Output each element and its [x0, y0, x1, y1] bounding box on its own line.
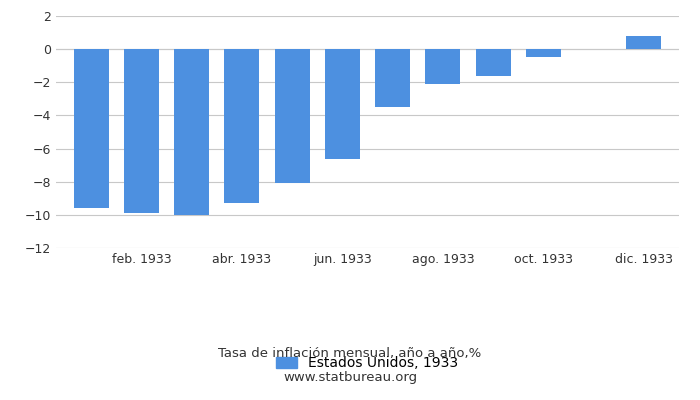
Bar	[124, 49, 159, 213]
Bar	[375, 49, 410, 107]
Bar	[224, 49, 260, 203]
Legend: Estados Unidos, 1933: Estados Unidos, 1933	[271, 350, 464, 376]
Bar	[325, 49, 360, 158]
Bar	[526, 49, 561, 58]
Text: www.statbureau.org: www.statbureau.org	[283, 372, 417, 384]
Bar	[174, 49, 209, 215]
Bar	[274, 49, 309, 183]
Bar	[426, 49, 461, 84]
Bar	[626, 36, 662, 49]
Text: Tasa de inflación mensual, año a año,%: Tasa de inflación mensual, año a año,%	[218, 348, 482, 360]
Bar	[74, 49, 108, 208]
Bar	[475, 49, 511, 76]
